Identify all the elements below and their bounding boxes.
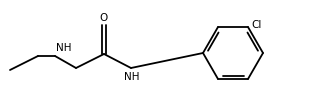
Text: NH: NH (124, 72, 140, 82)
Text: O: O (100, 13, 108, 23)
Text: NH: NH (56, 43, 71, 53)
Text: Cl: Cl (251, 20, 261, 30)
